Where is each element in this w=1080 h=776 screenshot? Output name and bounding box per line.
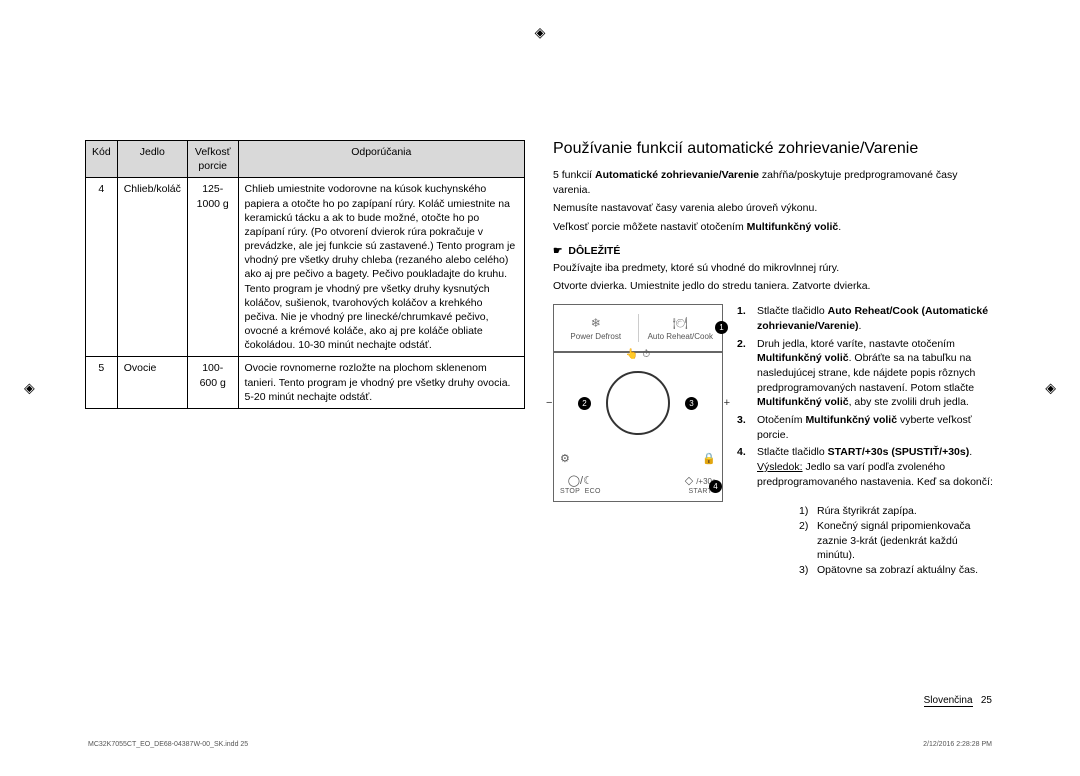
cell-food: Chlieb/koláč <box>117 178 187 357</box>
result-key: 3) <box>799 563 813 578</box>
cell-portion: 100-600 g <box>187 357 238 409</box>
col-rec: Odporúčania <box>238 141 524 178</box>
cell-code: 5 <box>86 357 118 409</box>
section-title: Používanie funkcií automatické zohrievan… <box>553 140 993 158</box>
callout-1: 1 <box>715 321 728 334</box>
defrost-icon: ❄ <box>591 316 601 330</box>
reheat-icon: 🍽 <box>673 316 688 330</box>
bottom-buttons: ◯/☾ STOP ECO ◇ /+30s START 4 <box>560 474 716 495</box>
step-number: 2. <box>737 337 751 410</box>
result-sublist: 1) Rúra štyrikrát zapípa. 2) Konečný sig… <box>799 504 993 577</box>
result-key: 2) <box>799 519 813 563</box>
callout-4: 4 <box>709 480 722 493</box>
result-text: Rúra štyrikrát zapípa. <box>817 504 917 519</box>
cell-rec: Ovocie rovnomerne rozložte na plochom sk… <box>238 357 524 409</box>
result-key: 1) <box>799 504 813 519</box>
registration-mark-left: ◈ <box>24 380 35 397</box>
step-number: 1. <box>737 304 751 333</box>
favorite-icon: ⚙ <box>560 452 570 465</box>
callout-3: 3 <box>685 397 698 410</box>
col-food: Jedlo <box>117 141 187 178</box>
panel-and-steps: ❄ Power Defrost 🍽 Auto Reheat/Cook 1 👆 <box>553 304 993 502</box>
multifunction-dial <box>606 371 670 435</box>
text: 5 funkcií <box>553 169 595 181</box>
table-row: 4 Chlieb/koláč 125-1000 g Chlieb umiestn… <box>86 178 525 357</box>
text: Veľkosť porcie môžete nastaviť otočením <box>553 221 747 233</box>
important-heading: DÔLEŽITÉ <box>553 245 993 257</box>
registration-mark-top: ◈ <box>535 24 546 41</box>
registration-mark-right: ◈ <box>1045 380 1056 397</box>
stop-button: ◯/☾ STOP ECO <box>560 474 601 495</box>
footer-lang: Slovenčina <box>924 695 973 707</box>
cell-code: 4 <box>86 178 118 357</box>
result-text: Opätovne sa zobrazí aktuálny čas. <box>817 563 978 578</box>
stop-icon: ◯/☾ <box>568 474 593 487</box>
col-portion: Veľkosť porcie <box>187 141 238 178</box>
label: Power Defrost <box>570 332 621 341</box>
intro-p3: Veľkosť porcie môžete nastaviť otočením … <box>553 220 993 235</box>
lock-icon: 🔒 <box>702 452 716 465</box>
dial-top-icons: 👆 ⏱ <box>626 349 650 360</box>
panel-top-buttons: ❄ Power Defrost 🍽 Auto Reheat/Cook 1 <box>553 304 723 352</box>
panel-bottom: 👆 ⏱ − + 2 3 ⚙ 🔒 <box>553 352 723 502</box>
hand-icon: 👆 <box>626 349 638 360</box>
plus-icon: + <box>724 397 730 409</box>
step-2: 2. Druh jedla, ktoré varíte, nastavte ot… <box>737 337 993 410</box>
cell-food: Ovocie <box>117 357 187 409</box>
result-item: 2) Konečný signál pripomienkovača zaznie… <box>799 519 993 563</box>
instruction-steps: 1. Stlačte tlačidlo Auto Reheat/Cook (Au… <box>737 304 993 502</box>
text: . <box>838 221 841 233</box>
footer-timestamp: 2/12/2016 2:28:28 PM <box>923 741 992 748</box>
minus-icon: − <box>546 397 552 409</box>
step-4: 4. Stlačte tlačidlo START/+30s (SPUSTIŤ/… <box>737 445 993 489</box>
intro-p2: Nemusíte nastavovať časy varenia alebo ú… <box>553 201 993 216</box>
table-header-row: Kód Jedlo Veľkosť porcie Odporúčania <box>86 141 525 178</box>
bold-text: Multifunkčný volič <box>747 221 839 233</box>
label: Auto Reheat/Cook <box>648 332 713 341</box>
step-text: Druh jedla, ktoré varíte, nastavte otoče… <box>757 337 993 410</box>
cooking-table: Kód Jedlo Veľkosť porcie Odporúčania 4 C… <box>85 140 525 409</box>
callout-2: 2 <box>578 397 591 410</box>
dial-area: 👆 ⏱ − + 2 3 <box>560 363 716 443</box>
step-text: Stlačte tlačidlo START/+30s (SPUSTIŤ/+30… <box>757 445 993 489</box>
bold-text: Automatické zohrievanie/Varenie <box>595 169 759 181</box>
result-text: Konečný signál pripomienkovača zaznie 3-… <box>817 519 993 563</box>
page-content: Kód Jedlo Veľkosť porcie Odporúčania 4 C… <box>85 140 995 578</box>
step-number: 4. <box>737 445 751 489</box>
important-p2: Otvorte dvierka. Umiestnite jedlo do str… <box>553 279 993 294</box>
table-row: 5 Ovocie 100-600 g Ovocie rovnomerne roz… <box>86 357 525 409</box>
step-text: Stlačte tlačidlo Auto Reheat/Cook (Autom… <box>757 304 993 333</box>
result-item: 3) Opätovne sa zobrazí aktuálny čas. <box>799 563 993 578</box>
stop-label: STOP ECO <box>560 488 601 495</box>
step-text: Otočením Multifunkčný volič vyberte veľk… <box>757 413 993 442</box>
cell-rec: Chlieb umiestnite vodorovne na kúsok kuc… <box>238 178 524 357</box>
footer-doc-id: MC32K7055CT_EO_DE68-04387W-00_SK.indd 25 <box>88 741 248 748</box>
right-column: Používanie funkcií automatické zohrievan… <box>553 140 993 578</box>
result-item: 1) Rúra štyrikrát zapípa. <box>799 504 993 519</box>
step-number: 3. <box>737 413 751 442</box>
cell-portion: 125-1000 g <box>187 178 238 357</box>
power-defrost-button: ❄ Power Defrost <box>554 316 638 341</box>
left-column: Kód Jedlo Veľkosť porcie Odporúčania 4 C… <box>85 140 525 578</box>
clock-icon: ⏱ <box>642 349 650 360</box>
auto-reheat-button: 🍽 Auto Reheat/Cook <box>639 316 723 341</box>
control-panel-diagram: ❄ Power Defrost 🍽 Auto Reheat/Cook 1 👆 <box>553 304 723 502</box>
step-1: 1. Stlačte tlačidlo Auto Reheat/Cook (Au… <box>737 304 993 333</box>
footer-page-num: 25 <box>981 695 992 706</box>
intro-p1: 5 funkcií Automatické zohrievanie/Vareni… <box>553 168 993 197</box>
important-p1: Používajte iba predmety, ktoré sú vhodné… <box>553 261 993 276</box>
step-3: 3. Otočením Multifunkčný volič vyberte v… <box>737 413 993 442</box>
page-footer: Slovenčina 25 <box>924 695 992 706</box>
col-code: Kód <box>86 141 118 178</box>
